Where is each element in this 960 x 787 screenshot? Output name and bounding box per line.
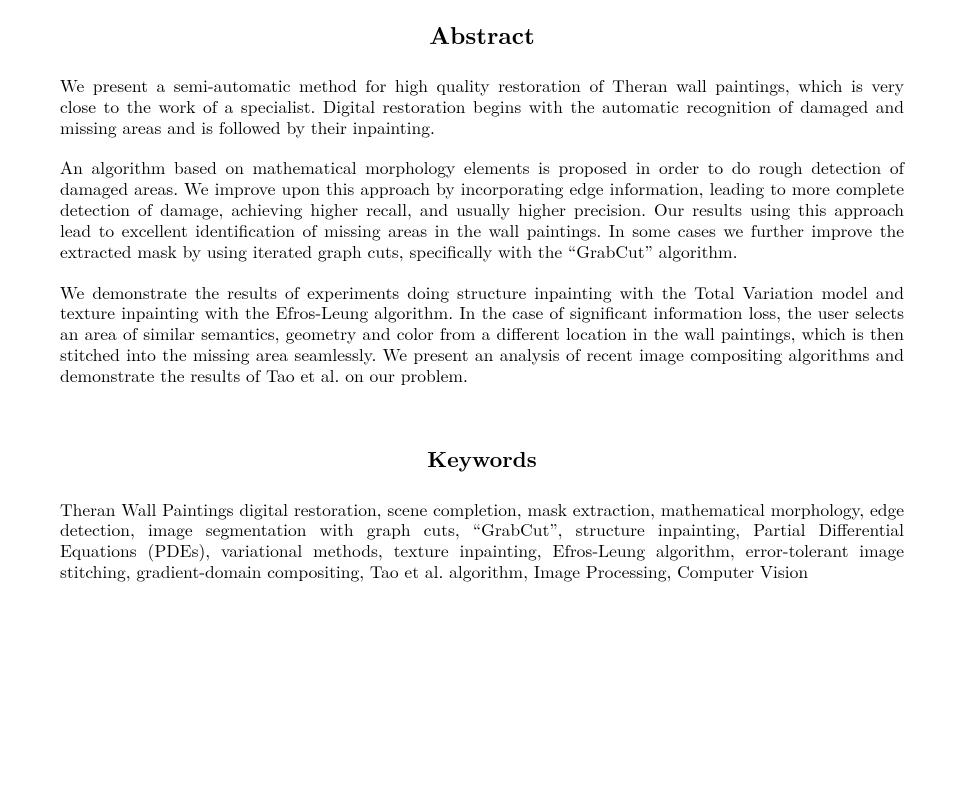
keywords-body: Theran Wall Paintings digital restoratio… <box>60 500 904 583</box>
abstract-paragraph-1: We present a semi-automatic method for h… <box>60 76 904 138</box>
keywords-heading: Keywords <box>60 443 904 474</box>
abstract-paragraph-3: We demonstrate the results of experiment… <box>60 283 904 387</box>
page: Abstract We present a semi-automatic met… <box>0 0 960 787</box>
abstract-heading: Abstract <box>60 18 904 52</box>
abstract-paragraph-2: An algorithm based on mathematical morph… <box>60 158 904 262</box>
